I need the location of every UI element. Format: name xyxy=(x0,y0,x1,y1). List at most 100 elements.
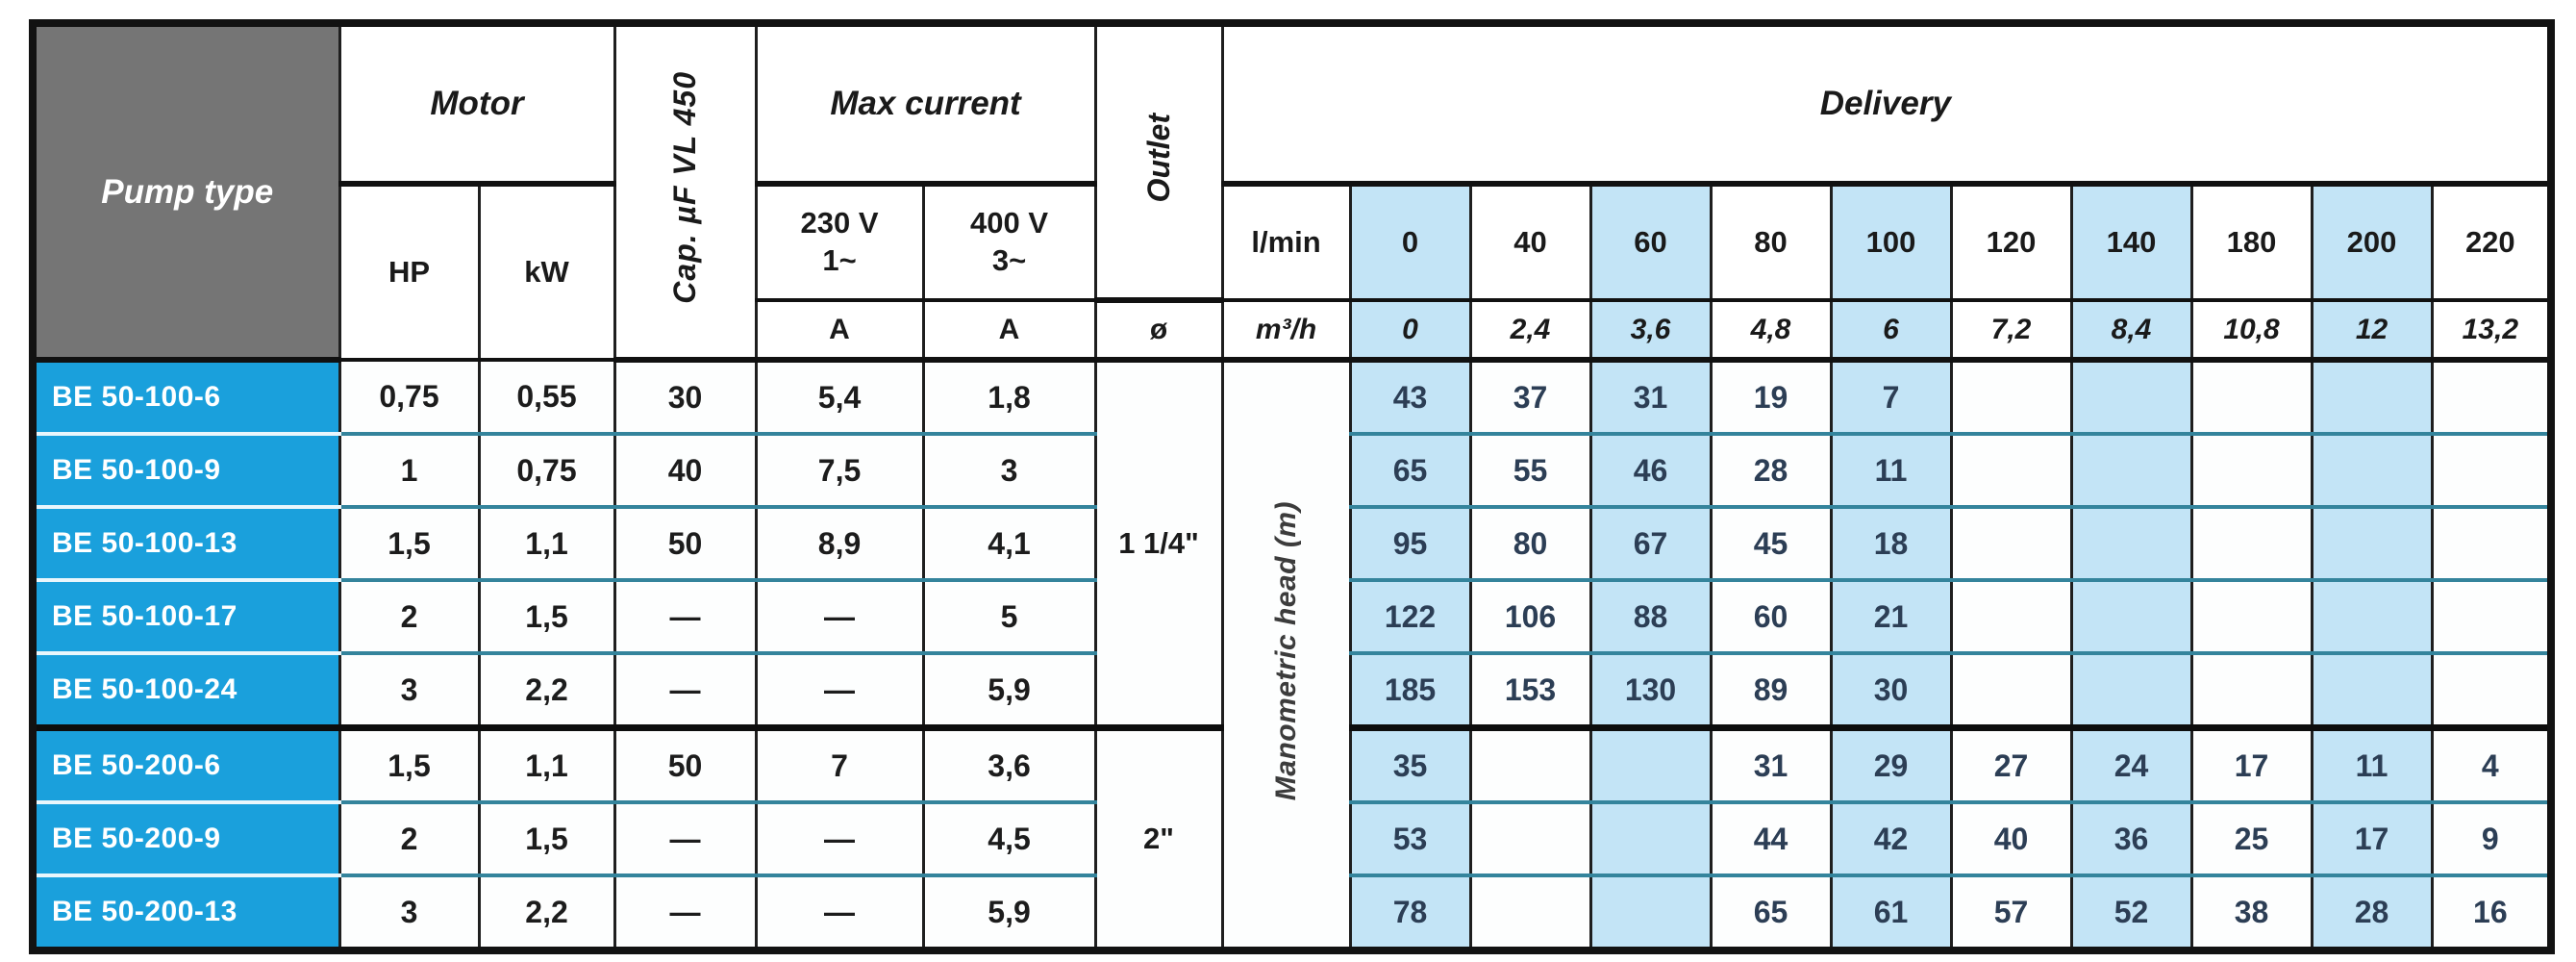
flow-m3h-6: 8,4 xyxy=(2069,300,2193,363)
head-value: 17 xyxy=(2310,800,2434,875)
current-400v-value: 4,5 xyxy=(921,800,1097,875)
table-row: BE 50-100-6 0,75 0,55 30 5,4 1,8 1 1/4" Manomet… xyxy=(31,360,2553,950)
current-230v-value: 7 xyxy=(754,724,925,802)
head-value xyxy=(2430,360,2553,434)
head-value xyxy=(2430,578,2553,653)
table-row: BE 50-100-17 2 1,5— —5 122 106 88 60 21 xyxy=(31,578,2553,653)
head-value: 25 xyxy=(2189,800,2313,875)
flow-lmin-8: 200 xyxy=(2310,184,2434,302)
table-row: BE 50-200-6 1,5 1,1 50 7 3,6 2" 35 31 29 27 24 17 11 4 xyxy=(31,724,2553,950)
head-value: 11 xyxy=(2310,724,2434,802)
current-230v-value: — xyxy=(754,800,925,875)
current-400v-value: 4,1 xyxy=(921,505,1097,580)
head-value: 31 xyxy=(1709,724,1833,802)
head-value xyxy=(2189,578,2313,653)
current-230v-value: 8,9 xyxy=(754,505,925,580)
head-value: 46 xyxy=(1588,432,1713,507)
head-value xyxy=(2069,505,2193,580)
capacitor-value: — xyxy=(613,873,758,950)
table-row: BE 50-100-13 1,5 1,1 50 8,9 4,1 95 80 67 45 18 xyxy=(31,505,2553,580)
head-value xyxy=(1468,800,1592,875)
head-value: 30 xyxy=(1829,651,1953,728)
head-value xyxy=(2069,360,2193,434)
flow-m3h-8: 12 xyxy=(2310,300,2434,363)
hp-value: 3 xyxy=(338,873,481,950)
datasheet: Pump type Motor Cap. µF VL 450 Max curre… xyxy=(29,19,2556,954)
head-value: 45 xyxy=(1709,505,1833,580)
pump-name: BE 50-200-9 xyxy=(31,800,341,875)
current-230v-value: 7,5 xyxy=(754,432,925,507)
head-value xyxy=(1588,724,1713,802)
m3h-header: m³/h xyxy=(1220,300,1352,363)
head-value xyxy=(2310,432,2434,507)
head-value xyxy=(2189,651,2313,728)
kw-header: kW xyxy=(477,184,616,362)
hp-value: 2 xyxy=(338,800,481,875)
capacitor-value: 30 xyxy=(613,360,758,434)
pump-name: BE 50-100-24 xyxy=(31,651,341,728)
motor-header: Motor xyxy=(338,23,616,187)
capacitor-value: 40 xyxy=(613,432,758,507)
head-value: 21 xyxy=(1829,578,1953,653)
head-value: 88 xyxy=(1588,578,1713,653)
hp-value: 1,5 xyxy=(338,505,481,580)
flow-lmin-0: 0 xyxy=(1348,184,1472,302)
flow-m3h-0: 0 xyxy=(1348,300,1472,363)
head-value: 80 xyxy=(1468,505,1592,580)
head-value xyxy=(2310,505,2434,580)
v230-header: 230 V 1~ xyxy=(754,184,925,302)
current-400v-value: 3,6 xyxy=(921,724,1097,802)
capacitor-value: — xyxy=(613,800,758,875)
outlet-size: 2" xyxy=(1093,724,1224,950)
head-value: 18 xyxy=(1829,505,1953,580)
head-value xyxy=(2430,505,2553,580)
head-value: 42 xyxy=(1829,800,1953,875)
phase1-label: 1~ xyxy=(822,243,857,277)
head-value: 24 xyxy=(2069,724,2193,802)
hp-value: 1 xyxy=(338,432,481,507)
head-value xyxy=(1949,505,2073,580)
table-row: BE 50-100-9 1 0,75 40 7,5 3 65 55 46 28 11 xyxy=(31,432,2553,507)
head-value: 44 xyxy=(1709,800,1833,875)
head-value xyxy=(2430,651,2553,728)
head-value: 89 xyxy=(1709,651,1833,728)
flow-m3h-9: 13,2 xyxy=(2430,300,2553,363)
flow-lmin-4: 100 xyxy=(1829,184,1953,302)
flow-m3h-7: 10,8 xyxy=(2189,300,2313,363)
current-400v-value: 3 xyxy=(921,432,1097,507)
outlet-size: 1 1/4" xyxy=(1093,360,1224,728)
head-value: 31 xyxy=(1588,360,1713,434)
capacitor-value: — xyxy=(613,578,758,653)
v230-label: 230 V xyxy=(800,206,879,240)
flow-lmin-5: 120 xyxy=(1949,184,2073,302)
capacitor-value: 50 xyxy=(613,724,758,802)
capacitor-value: 50 xyxy=(613,505,758,580)
head-value xyxy=(2189,360,2313,434)
head-value: 4 xyxy=(2430,724,2553,802)
table-row: BE 50-100-24 3 2,2— —5,9 185 153 130 89 30 xyxy=(31,651,2553,728)
head-value xyxy=(1468,873,1592,950)
kw-value: 1,5 xyxy=(477,578,616,653)
current-400v-value: 5,9 xyxy=(921,873,1097,950)
head-value: 36 xyxy=(2069,800,2193,875)
kw-value: 2,2 xyxy=(477,651,616,728)
flow-m3h-5: 7,2 xyxy=(1949,300,2073,363)
pump-table-body: BE 50-100-6 0,75 0,55 30 5,4 1,8 1 1/4" Manomet… xyxy=(31,360,2553,950)
outlet-header-text: Outlet xyxy=(1140,113,1176,203)
hp-header: HP xyxy=(338,184,481,362)
amp-400-header: A xyxy=(921,300,1097,363)
head-value xyxy=(1949,651,2073,728)
head-value: 130 xyxy=(1588,651,1713,728)
pump-spec-table: Pump type Motor Cap. µF VL 450 Max curre… xyxy=(29,19,2556,954)
pump-name: BE 50-100-9 xyxy=(31,432,341,507)
head-value: 16 xyxy=(2430,873,2553,950)
head-value xyxy=(1949,432,2073,507)
head-value: 40 xyxy=(1949,800,2073,875)
head-value: 38 xyxy=(2189,873,2313,950)
head-value xyxy=(1949,360,2073,434)
head-value xyxy=(2069,578,2193,653)
current-230v-value: — xyxy=(754,651,925,728)
hp-value: 2 xyxy=(338,578,481,653)
head-value xyxy=(1588,800,1713,875)
kw-value: 1,1 xyxy=(477,724,616,802)
